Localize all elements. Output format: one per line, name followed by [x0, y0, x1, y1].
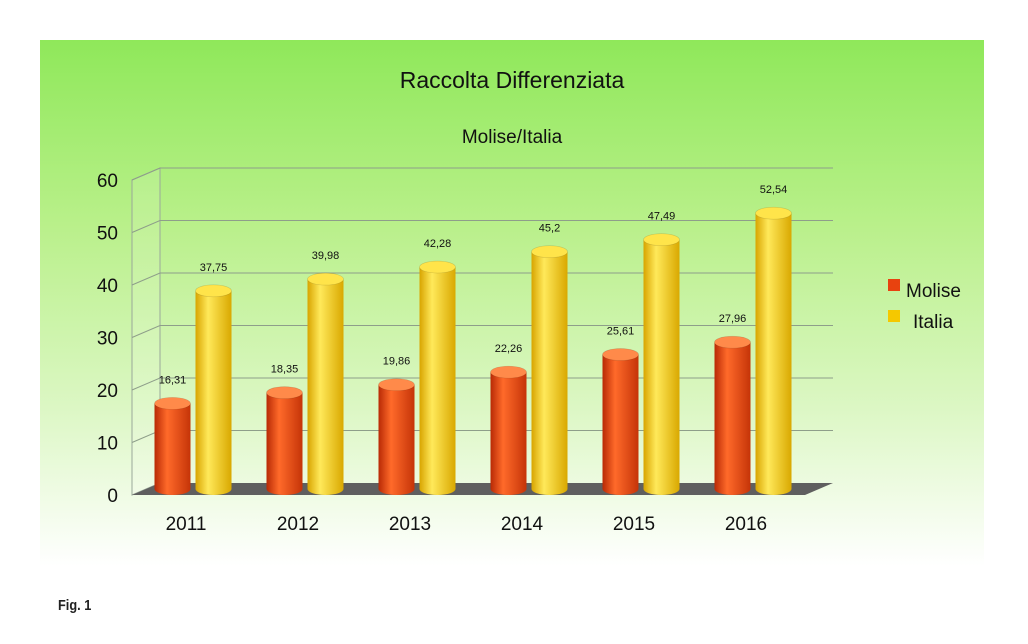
bar-molise-2014	[490, 365, 527, 495]
bar-molise-2016	[714, 335, 751, 495]
legend-swatch-italia	[888, 310, 900, 322]
data-label-italia-2013: 42,28	[424, 238, 452, 250]
bar-italia-2011	[195, 284, 232, 495]
chart-title: Raccolta Differenziata	[400, 67, 625, 93]
data-label-italia-2011: 37,75	[200, 262, 228, 274]
legend-swatch-molise	[888, 279, 900, 291]
data-label-italia-2012: 39,98	[312, 250, 340, 262]
data-label-italia-2014: 45,2	[539, 223, 560, 235]
y-tick-label: 40	[97, 276, 118, 297]
gridline	[131, 220, 833, 233]
data-label-molise-2012: 18,35	[271, 364, 299, 376]
x-tick-label-2015: 2015	[613, 514, 655, 535]
y-tick-label: 10	[97, 434, 118, 455]
data-label-italia-2016: 52,54	[760, 184, 788, 196]
bar-molise-2011	[154, 397, 191, 495]
gridline	[131, 167, 833, 181]
gridline	[131, 272, 833, 286]
bar-molise-2015	[602, 348, 639, 495]
legend-label-italia: Italia	[913, 312, 954, 333]
legend-item-molise: Molise	[888, 279, 961, 302]
bar-italia-2014	[531, 245, 568, 495]
data-label-molise-2011: 16,31	[159, 374, 187, 386]
y-tick-label: 30	[97, 329, 118, 350]
y-tick-label: 60	[97, 171, 118, 192]
figure-label: Fig. 1	[58, 597, 92, 614]
y-tick-label: 50	[97, 224, 118, 245]
bar-molise-2012	[266, 386, 303, 495]
bar-italia-2015	[643, 233, 680, 495]
bar-italia-2012	[307, 272, 344, 495]
x-tick-label-2014: 2014	[501, 514, 544, 535]
data-label-italia-2015: 47,49	[648, 211, 676, 223]
data-label-molise-2013: 19,86	[383, 356, 411, 368]
x-tick-label-2011: 2011	[166, 514, 207, 535]
legend-item-italia: Italia	[888, 310, 954, 333]
x-tick-label-2012: 2012	[277, 514, 319, 535]
x-tick-label-2013: 2013	[389, 514, 431, 535]
data-label-molise-2016: 27,96	[719, 313, 747, 325]
gridline	[131, 325, 833, 338]
data-label-molise-2014: 22,26	[495, 343, 523, 355]
y-tick-label: 0	[107, 486, 118, 507]
bar-italia-2013	[419, 260, 456, 495]
legend-label-molise: Molise	[906, 281, 961, 302]
data-label-molise-2015: 25,61	[607, 326, 635, 338]
bar-italia-2016	[755, 206, 792, 495]
chart-subtitle: Molise/Italia	[462, 127, 563, 148]
bar-molise-2013	[378, 378, 415, 495]
y-tick-label: 20	[97, 381, 118, 402]
x-tick-label-2016: 2016	[725, 514, 767, 535]
